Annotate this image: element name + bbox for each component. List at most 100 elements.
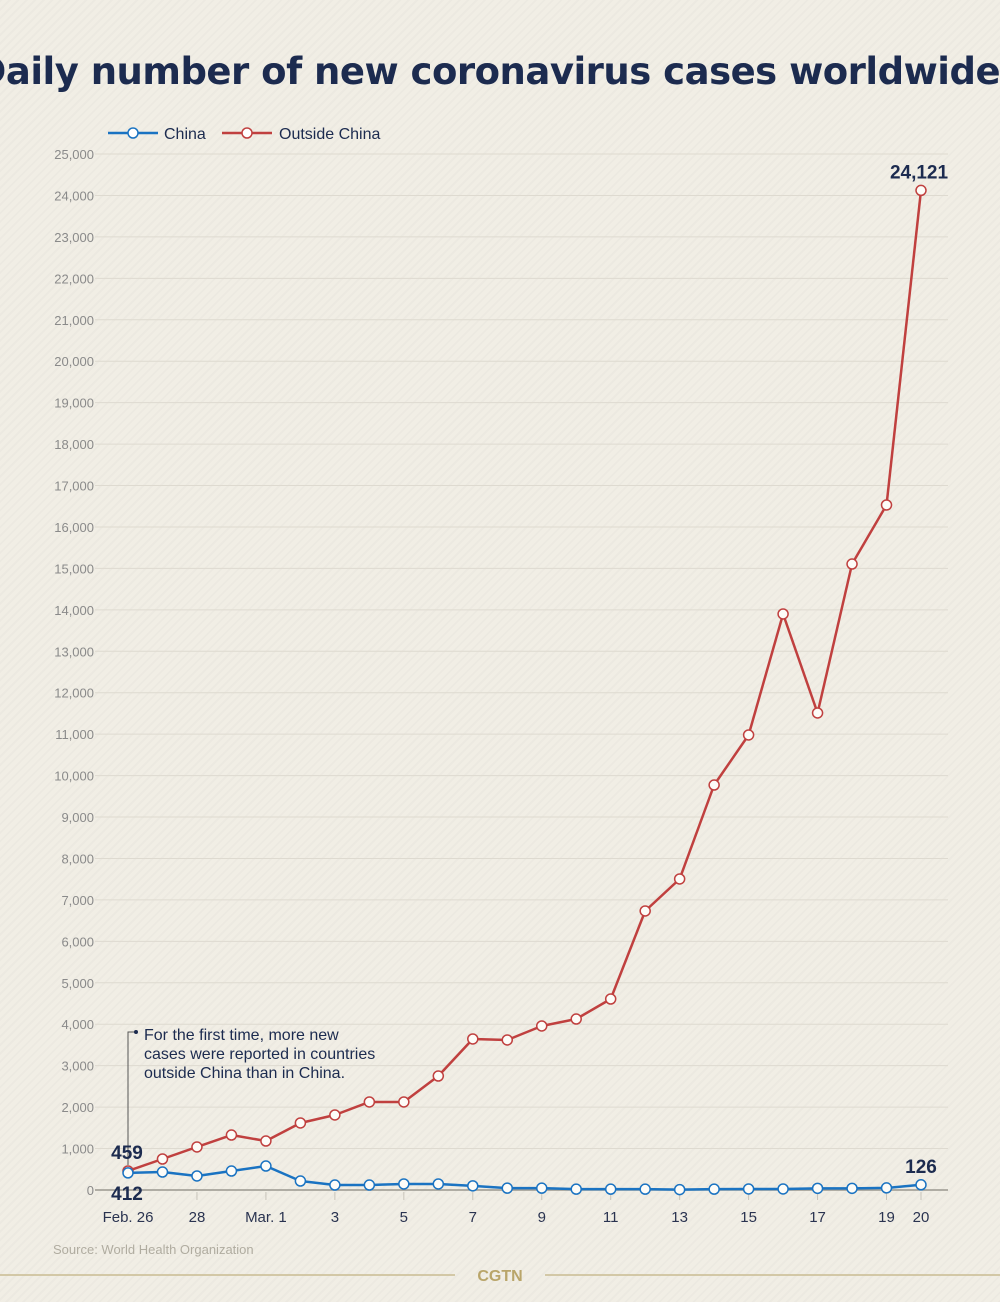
y-tick-label: 4,000 <box>61 1017 94 1032</box>
y-tick-label: 15,000 <box>54 561 94 576</box>
data-point-china <box>604 1183 617 1195</box>
data-point-china <box>398 1178 410 1190</box>
data-point-china <box>639 1183 651 1195</box>
x-tick-label: 13 <box>671 1209 688 1226</box>
data-point-outside-china <box>363 1096 376 1108</box>
data-point-outside-china <box>329 1109 341 1121</box>
data-point-outside-china <box>811 707 824 719</box>
data-point-outside-china <box>777 608 789 620</box>
data-label: 459 <box>111 1143 143 1164</box>
data-point-outside-china <box>604 993 617 1005</box>
y-tick-label: 25,000 <box>54 147 94 162</box>
data-point-outside-china <box>639 905 651 917</box>
x-tick-label: 7 <box>469 1209 477 1226</box>
cgtn-logo: CGTN <box>477 1268 522 1285</box>
y-tick-label: 11,000 <box>55 727 94 742</box>
data-point-china <box>708 1183 720 1195</box>
y-tick-label: 23,000 <box>54 230 94 245</box>
series-line-china <box>127 1164 922 1191</box>
annotation-line-1: For the first time, more new <box>144 1027 339 1044</box>
data-point-outside-china <box>846 558 858 570</box>
data-point-china <box>501 1182 514 1194</box>
y-tick-label: 16,000 <box>54 520 94 535</box>
data-point-china <box>846 1182 858 1195</box>
x-tick-label: Mar. 1 <box>245 1209 287 1226</box>
y-tick-label: 13,000 <box>54 644 94 659</box>
data-point-china <box>294 1175 307 1187</box>
data-point-china <box>122 1167 134 1179</box>
data-point-outside-china <box>880 499 893 511</box>
data-point-outside-china <box>570 1013 582 1025</box>
data-point-china <box>880 1182 893 1194</box>
data-point-outside-china <box>467 1033 479 1045</box>
data-point-outside-china <box>535 1020 548 1032</box>
data-point-outside-china <box>398 1096 410 1108</box>
legend-label-china: China <box>164 126 206 143</box>
y-tick-label: 20,000 <box>54 354 94 369</box>
x-tick-label: 20 <box>913 1209 930 1226</box>
x-tick-label: 5 <box>400 1209 408 1226</box>
y-tick-label: 5,000 <box>61 976 94 991</box>
annotation-line-3: outside China than in China. <box>144 1065 345 1082</box>
x-tick-label: 9 <box>538 1209 546 1226</box>
y-tick-label: 3,000 <box>61 1059 94 1074</box>
data-point-china <box>432 1178 445 1190</box>
source-note: Source: World Health Organization <box>53 1242 254 1257</box>
data-point-china <box>742 1183 755 1195</box>
x-tick-label: 19 <box>878 1209 895 1226</box>
y-tick-label: 19,000 <box>54 396 94 411</box>
data-label: 412 <box>111 1184 143 1205</box>
y-tick-label: 2,000 <box>61 1100 94 1115</box>
data-point-china <box>811 1182 824 1195</box>
y-tick-label: 14,000 <box>54 603 94 618</box>
data-point-china <box>777 1183 789 1195</box>
data-point-china <box>363 1179 376 1191</box>
y-tick-label: 18,000 <box>54 437 94 452</box>
data-point-outside-china <box>294 1117 307 1129</box>
data-point-china <box>191 1170 203 1182</box>
annotation: For the first time, more new cases were … <box>127 1027 375 1165</box>
data-point-outside-china <box>156 1153 169 1165</box>
legend-marker-outside-china <box>241 127 253 139</box>
data-point-outside-china <box>708 779 720 791</box>
x-tick-label: 15 <box>740 1209 757 1226</box>
y-tick-label: 0 <box>87 1183 94 1198</box>
data-label: 24,121 <box>890 162 949 183</box>
data-point-china <box>260 1160 272 1172</box>
data-point-china <box>467 1180 479 1192</box>
legend-label-outside-china: Outside China <box>279 126 380 143</box>
y-tick-label: 12,000 <box>54 686 94 701</box>
chart-title: Daily number of new coronavirus cases wo… <box>0 50 1000 93</box>
annotation-line-2: cases were reported in countries <box>144 1046 375 1063</box>
data-point-outside-china <box>225 1129 238 1141</box>
data-point-outside-china <box>915 184 927 197</box>
x-tick-label: Feb. 26 <box>103 1209 154 1226</box>
data-point-outside-china <box>191 1141 203 1153</box>
y-tick-label: 8,000 <box>61 851 94 866</box>
legend: China Outside China <box>108 126 380 143</box>
y-tick-label: 7,000 <box>61 893 94 908</box>
data-point-china <box>673 1183 686 1196</box>
data-label: 126 <box>905 1157 937 1178</box>
y-tick-label: 24,000 <box>54 188 94 203</box>
series-line-outside-china <box>127 190 923 1173</box>
data-point-china <box>915 1179 927 1191</box>
x-tick-label: 28 <box>189 1209 206 1226</box>
data-point-china <box>329 1179 341 1191</box>
y-tick-label: 22,000 <box>54 271 94 286</box>
data-point-china <box>225 1165 238 1177</box>
x-tick-label: 11 <box>603 1209 619 1226</box>
data-point-outside-china <box>673 873 686 885</box>
data-point-china <box>535 1182 548 1194</box>
x-tick-label: 3 <box>331 1209 339 1226</box>
data-point-outside-china <box>432 1070 445 1082</box>
data-point-china <box>570 1183 582 1195</box>
y-tick-label: 17,000 <box>54 479 94 494</box>
y-tick-label: 9,000 <box>61 810 94 825</box>
y-tick-label: 6,000 <box>61 934 94 949</box>
data-point-outside-china <box>742 729 755 741</box>
y-tick-label: 10,000 <box>54 769 94 784</box>
y-tick-label: 21,000 <box>54 313 94 328</box>
legend-marker-china <box>127 127 139 139</box>
